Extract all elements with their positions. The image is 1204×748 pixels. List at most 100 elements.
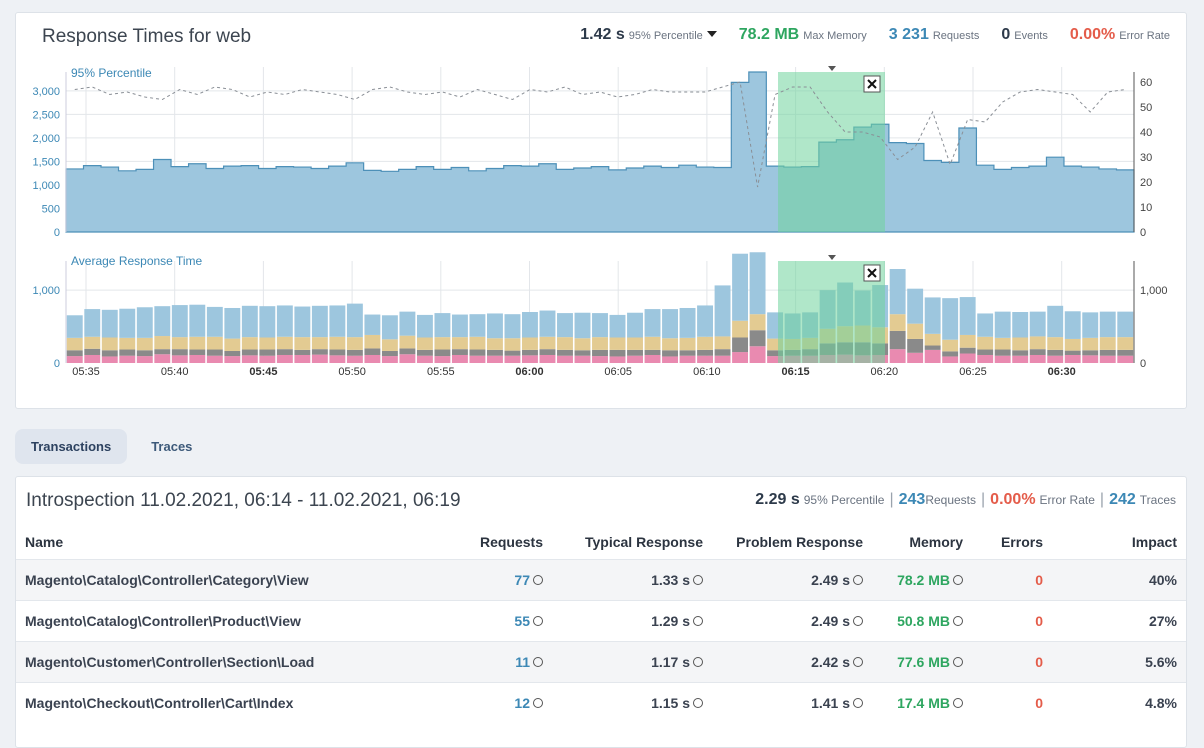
stacked-bar-segment[interactable] bbox=[381, 315, 398, 340]
stacked-bar-segment[interactable] bbox=[241, 349, 258, 356]
stacked-bar-segment[interactable] bbox=[66, 315, 83, 338]
stacked-bar-segment[interactable] bbox=[574, 312, 591, 339]
stacked-bar-segment[interactable] bbox=[119, 337, 136, 350]
stacked-bar-segment[interactable] bbox=[1064, 311, 1081, 339]
stacked-bar-segment[interactable] bbox=[977, 349, 994, 355]
stacked-bar-segment[interactable] bbox=[679, 350, 696, 356]
stacked-bar-segment[interactable] bbox=[434, 356, 451, 363]
stacked-bar-segment[interactable] bbox=[66, 356, 83, 363]
stacked-bar-segment[interactable] bbox=[206, 355, 223, 363]
stacked-bar-segment[interactable] bbox=[136, 337, 153, 351]
stacked-bar-segment[interactable] bbox=[627, 355, 643, 363]
stacked-bar-segment[interactable] bbox=[994, 337, 1011, 350]
stacked-bar-segment[interactable] bbox=[311, 349, 328, 355]
transaction-name[interactable]: Magento\Customer\Controller\Section\Load bbox=[16, 641, 434, 683]
stacked-bar-segment[interactable] bbox=[522, 355, 538, 363]
stacked-bar-segment[interactable] bbox=[749, 314, 766, 331]
stacked-bar-segment[interactable] bbox=[469, 314, 486, 337]
stacked-bar-segment[interactable] bbox=[749, 346, 766, 363]
stacked-bar-segment[interactable] bbox=[539, 310, 556, 337]
stacked-bar-segment[interactable] bbox=[889, 330, 906, 350]
stacked-bar-segment[interactable] bbox=[942, 298, 959, 340]
stacked-bar-segment[interactable] bbox=[907, 338, 924, 353]
stacked-bar-segment[interactable] bbox=[1047, 349, 1064, 356]
circle-icon[interactable] bbox=[953, 575, 963, 585]
stacked-bar-segment[interactable] bbox=[434, 313, 451, 338]
stacked-bar-segment[interactable] bbox=[767, 356, 784, 363]
stacked-bar-segment[interactable] bbox=[294, 349, 311, 355]
table-row[interactable]: Magento\Checkout\Controller\Cart\Index 12… bbox=[16, 682, 1186, 723]
stacked-bar-segment[interactable] bbox=[679, 307, 696, 338]
stacked-bar-segment[interactable] bbox=[697, 355, 714, 363]
stacked-bar-segment[interactable] bbox=[486, 355, 503, 363]
stacked-bar-segment[interactable] bbox=[329, 305, 346, 337]
stacked-bar-segment[interactable] bbox=[101, 350, 118, 357]
transaction-name[interactable]: Magento\Catalog\Controller\Category\View bbox=[16, 559, 434, 601]
stacked-bar-segment[interactable] bbox=[294, 337, 311, 350]
stacked-bar-segment[interactable] bbox=[241, 337, 258, 350]
stacked-bar-segment[interactable] bbox=[662, 356, 678, 363]
stacked-bar-segment[interactable] bbox=[451, 314, 468, 338]
stacked-bar-segment[interactable] bbox=[732, 352, 749, 363]
col-typical-response[interactable]: Typical Response bbox=[584, 533, 703, 550]
stacked-bar-segment[interactable] bbox=[1099, 337, 1116, 350]
stacked-bar-segment[interactable] bbox=[136, 356, 153, 363]
stacked-bar-segment[interactable] bbox=[486, 313, 503, 339]
stacked-bar-segment[interactable] bbox=[241, 305, 258, 338]
stat-p95[interactable]: 1.42 s 95% Percentile bbox=[580, 26, 717, 44]
stacked-bar-segment[interactable] bbox=[924, 333, 941, 346]
stacked-bar-segment[interactable] bbox=[1099, 349, 1116, 356]
stacked-bar-segment[interactable] bbox=[1047, 355, 1064, 363]
stacked-bar-segment[interactable] bbox=[276, 349, 293, 355]
stacked-bar-segment[interactable] bbox=[557, 337, 573, 350]
stacked-bar-segment[interactable] bbox=[364, 314, 381, 335]
stacked-bar-segment[interactable] bbox=[522, 337, 538, 350]
stacked-bar-segment[interactable] bbox=[574, 355, 591, 363]
stacked-bar-segment[interactable] bbox=[136, 307, 153, 338]
stacked-bar-segment[interactable] bbox=[294, 306, 311, 338]
stacked-bar-segment[interactable] bbox=[1029, 336, 1046, 350]
stacked-bar-segment[interactable] bbox=[732, 253, 749, 321]
requests-value[interactable]: 77 bbox=[514, 572, 530, 588]
stacked-bar-segment[interactable] bbox=[241, 355, 258, 363]
stacked-bar-segment[interactable] bbox=[276, 354, 293, 363]
stacked-bar-segment[interactable] bbox=[189, 349, 206, 355]
col-memory[interactable]: Memory bbox=[909, 533, 963, 550]
requests-value[interactable]: 11 bbox=[515, 654, 530, 670]
stacked-bar-segment[interactable] bbox=[294, 354, 311, 363]
stacked-bar-segment[interactable] bbox=[889, 314, 906, 331]
selection-handle-icon[interactable] bbox=[828, 255, 836, 260]
stacked-bar-segment[interactable] bbox=[627, 312, 643, 338]
stacked-bar-segment[interactable] bbox=[259, 349, 276, 356]
stacked-bar-segment[interactable] bbox=[1117, 311, 1134, 338]
stacked-bar-segment[interactable] bbox=[1047, 305, 1064, 338]
chevron-down-icon[interactable] bbox=[706, 31, 717, 37]
stacked-bar-segment[interactable] bbox=[364, 354, 381, 363]
stacked-bar-segment[interactable] bbox=[171, 305, 188, 338]
stacked-bar-segment[interactable] bbox=[416, 314, 433, 338]
stacked-bar-segment[interactable] bbox=[84, 336, 101, 349]
col-impact[interactable]: Impact bbox=[1131, 533, 1177, 550]
stacked-bar-segment[interactable] bbox=[1012, 312, 1029, 338]
stacked-bar-segment[interactable] bbox=[259, 306, 276, 338]
stacked-bar-segment[interactable] bbox=[329, 355, 346, 363]
stacked-bar-segment[interactable] bbox=[959, 297, 976, 335]
stacked-bar-segment[interactable] bbox=[592, 337, 608, 350]
response-time-charts[interactable]: 05001,0001,5002,0002,5003,00001020304050… bbox=[16, 13, 1186, 408]
stacked-bar-segment[interactable] bbox=[1099, 311, 1116, 338]
stacked-bar-segment[interactable] bbox=[84, 348, 101, 355]
stacked-bar-segment[interactable] bbox=[346, 303, 363, 338]
stacked-bar-segment[interactable] bbox=[154, 349, 171, 355]
stacked-bar-segment[interactable] bbox=[1117, 349, 1134, 356]
transaction-name[interactable]: Magento\Checkout\Controller\Cart\Index bbox=[16, 682, 434, 723]
stacked-bar-segment[interactable] bbox=[1029, 354, 1046, 363]
circle-icon[interactable] bbox=[953, 698, 963, 708]
stacked-bar-segment[interactable] bbox=[364, 334, 381, 349]
circle-icon[interactable] bbox=[853, 575, 863, 585]
stacked-bar-segment[interactable] bbox=[504, 350, 521, 356]
stacked-bar-segment[interactable] bbox=[907, 288, 924, 324]
stacked-bar-segment[interactable] bbox=[609, 356, 626, 363]
stacked-bar-segment[interactable] bbox=[101, 309, 118, 338]
stacked-bar-segment[interactable] bbox=[1064, 338, 1081, 351]
stacked-bar-segment[interactable] bbox=[154, 306, 171, 337]
